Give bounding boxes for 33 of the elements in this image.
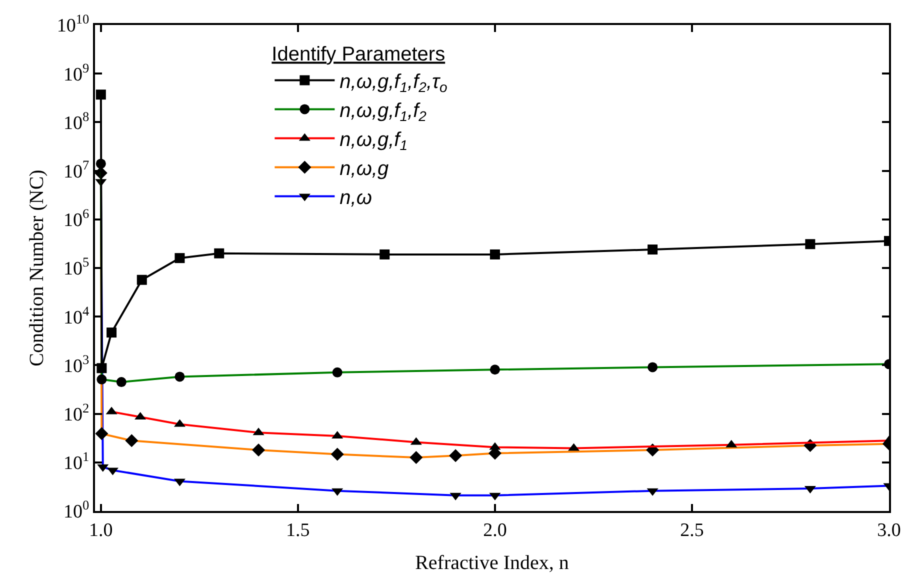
x-tick-label: 2.0	[483, 520, 507, 541]
y-tick-label: 10$^{3}$	[64, 352, 90, 377]
point	[805, 239, 816, 250]
legend-label: n,ω	[340, 187, 372, 210]
legend-label: n,ω,g,f$_{1}$	[340, 129, 408, 154]
x-axis-title: Refractive Index, n	[415, 552, 569, 574]
legend-label: n,ω,g,f$_{1}$,f$_{2}$	[340, 100, 427, 124]
legend-label: n,ω,g,f$_{1}$,f$_{2}$,τ$_{o}$	[340, 71, 448, 96]
y-tick-label: 10$^{6}$	[64, 206, 90, 232]
y-tick-label: 10$^{7}$	[64, 157, 90, 182]
x-tick-label: 1.0	[89, 520, 113, 541]
x-tick-label: 1.5	[286, 520, 310, 541]
y-tick-label: 10$^{9}$	[64, 60, 90, 86]
point	[136, 274, 147, 285]
point	[174, 253, 185, 264]
legend-title: Identify Parameters	[272, 44, 446, 66]
point	[648, 244, 658, 255]
y-tick-label: 10$^{8}$	[64, 108, 90, 134]
y-tick-label: 10$^{10}$	[56, 12, 90, 37]
y-tick-label: 10$^{5}$	[64, 254, 90, 280]
y-tick-label: 10$^{0}$	[64, 498, 90, 523]
y-tick-label: 10$^{1}$	[64, 449, 90, 474]
point	[380, 249, 390, 260]
point	[490, 249, 500, 260]
y-axis-title: Condition Number (NC)	[26, 170, 48, 366]
x-tick-label: 2.5	[680, 520, 704, 541]
x-tick-label: 3.0	[877, 520, 901, 541]
point	[214, 248, 224, 258]
y-tick-label: 10$^{4}$	[64, 303, 90, 328]
legend-label: n,ω,g	[340, 158, 389, 180]
point	[106, 328, 117, 338]
point	[96, 90, 106, 100]
y-tick-label: 10$^{2}$	[64, 400, 90, 426]
